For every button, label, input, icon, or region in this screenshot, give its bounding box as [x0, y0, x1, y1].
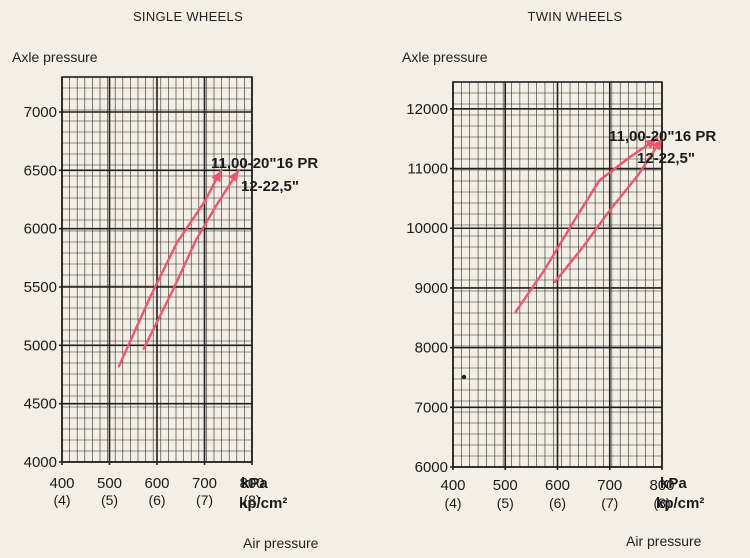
chart-single-wheels: SINGLE WHEELS Axle pressure Air pressure… — [12, 9, 319, 551]
series-lines — [514, 137, 664, 313]
x-unit-label: kPa — [660, 475, 687, 492]
x-tick-label-secondary: (5) — [497, 495, 514, 511]
x-tick-label: 600 — [545, 477, 570, 494]
series-label: 11,00-20"16 PR — [211, 155, 318, 172]
x-unit-secondary-label: kp/cm² — [239, 495, 287, 512]
plot-frame — [452, 81, 663, 468]
print-speck — [461, 374, 467, 380]
series-arrowhead — [228, 170, 239, 183]
x-unit-secondary-label: kp/cm² — [656, 495, 704, 512]
x-tick-label-secondary: (8) — [653, 495, 670, 511]
chart-title: TWIN WHEELS — [527, 9, 622, 24]
plot-frame — [61, 76, 253, 463]
x-tick-label: 400 — [49, 475, 74, 492]
grid — [450, 81, 663, 470]
grid — [59, 76, 253, 465]
series-arrowhead — [644, 138, 657, 150]
x-axis-label: Air pressure — [626, 533, 702, 549]
y-tick-label: 4000 — [24, 454, 57, 471]
y-ticks: 6000 7000 8000 9000 10000 11000 12000 — [406, 101, 448, 476]
x-tick-label: 800 — [649, 477, 674, 494]
x-tick-label: 600 — [144, 475, 169, 492]
y-tick-label: 12000 — [406, 101, 448, 118]
y-tick-label: 6500 — [24, 162, 57, 179]
y-tick-label: 11000 — [407, 161, 448, 178]
y-tick-label: 5000 — [24, 337, 57, 354]
y-tick-label: 6000 — [415, 459, 448, 476]
y-tick-label: 10000 — [406, 220, 448, 237]
x-tick-label-secondary: (8) — [243, 492, 260, 508]
chart-title: SINGLE WHEELS — [133, 9, 243, 24]
x-tick-label-secondary: (4) — [444, 495, 461, 511]
x-tick-label-secondary: (5) — [101, 492, 118, 508]
x-ticks: 400(4) 500(5) 600(6) 700(7) 800(8) — [440, 477, 674, 511]
y-axis-label: Axle pressure — [12, 49, 98, 65]
y-tick-label: 6000 — [24, 221, 57, 238]
x-tick-label: 700 — [192, 475, 217, 492]
x-tick-label-secondary: (6) — [148, 492, 165, 508]
series-line — [117, 169, 223, 368]
series-label: 11,00-20"16 PR — [609, 128, 716, 145]
series-line — [514, 137, 658, 313]
x-tick-label-secondary: (6) — [549, 495, 566, 511]
series-arrowhead — [651, 138, 662, 151]
y-tick-label: 5500 — [24, 279, 57, 296]
y-axis-label: Axle pressure — [402, 49, 488, 65]
x-tick-label-secondary: (7) — [196, 492, 213, 508]
chart-twin-wheels: TWIN WHEELS Axle pressure Air pressure k… — [402, 9, 716, 549]
x-ticks: 400(4) 500(5) 600(6) 700(7) 800(8) — [49, 475, 264, 508]
x-tick-label: 500 — [97, 475, 122, 492]
x-tick-label-secondary: (7) — [601, 495, 618, 511]
series-line — [553, 137, 664, 284]
series-line — [142, 169, 240, 350]
x-tick-label: 800 — [239, 475, 264, 492]
series-lines — [117, 169, 240, 368]
y-ticks: 4000 4500 5000 5500 6000 6500 7000 — [24, 104, 57, 471]
x-axis-label: Air pressure — [243, 535, 319, 551]
x-tick-label: 400 — [440, 477, 465, 494]
x-tick-label: 700 — [597, 477, 622, 494]
series-arrowhead — [211, 170, 222, 183]
x-tick-label-secondary: (4) — [53, 492, 70, 508]
series-label: 12-22,5" — [241, 178, 299, 195]
y-tick-label: 8000 — [415, 340, 448, 357]
y-tick-label: 7000 — [24, 104, 57, 121]
x-tick-label: 500 — [493, 477, 518, 494]
y-tick-label: 9000 — [415, 280, 448, 297]
series-label: 12-22,5" — [637, 150, 695, 167]
x-unit-label: kPa — [241, 475, 268, 492]
y-tick-label: 4500 — [24, 396, 57, 413]
y-tick-label: 7000 — [415, 399, 448, 416]
